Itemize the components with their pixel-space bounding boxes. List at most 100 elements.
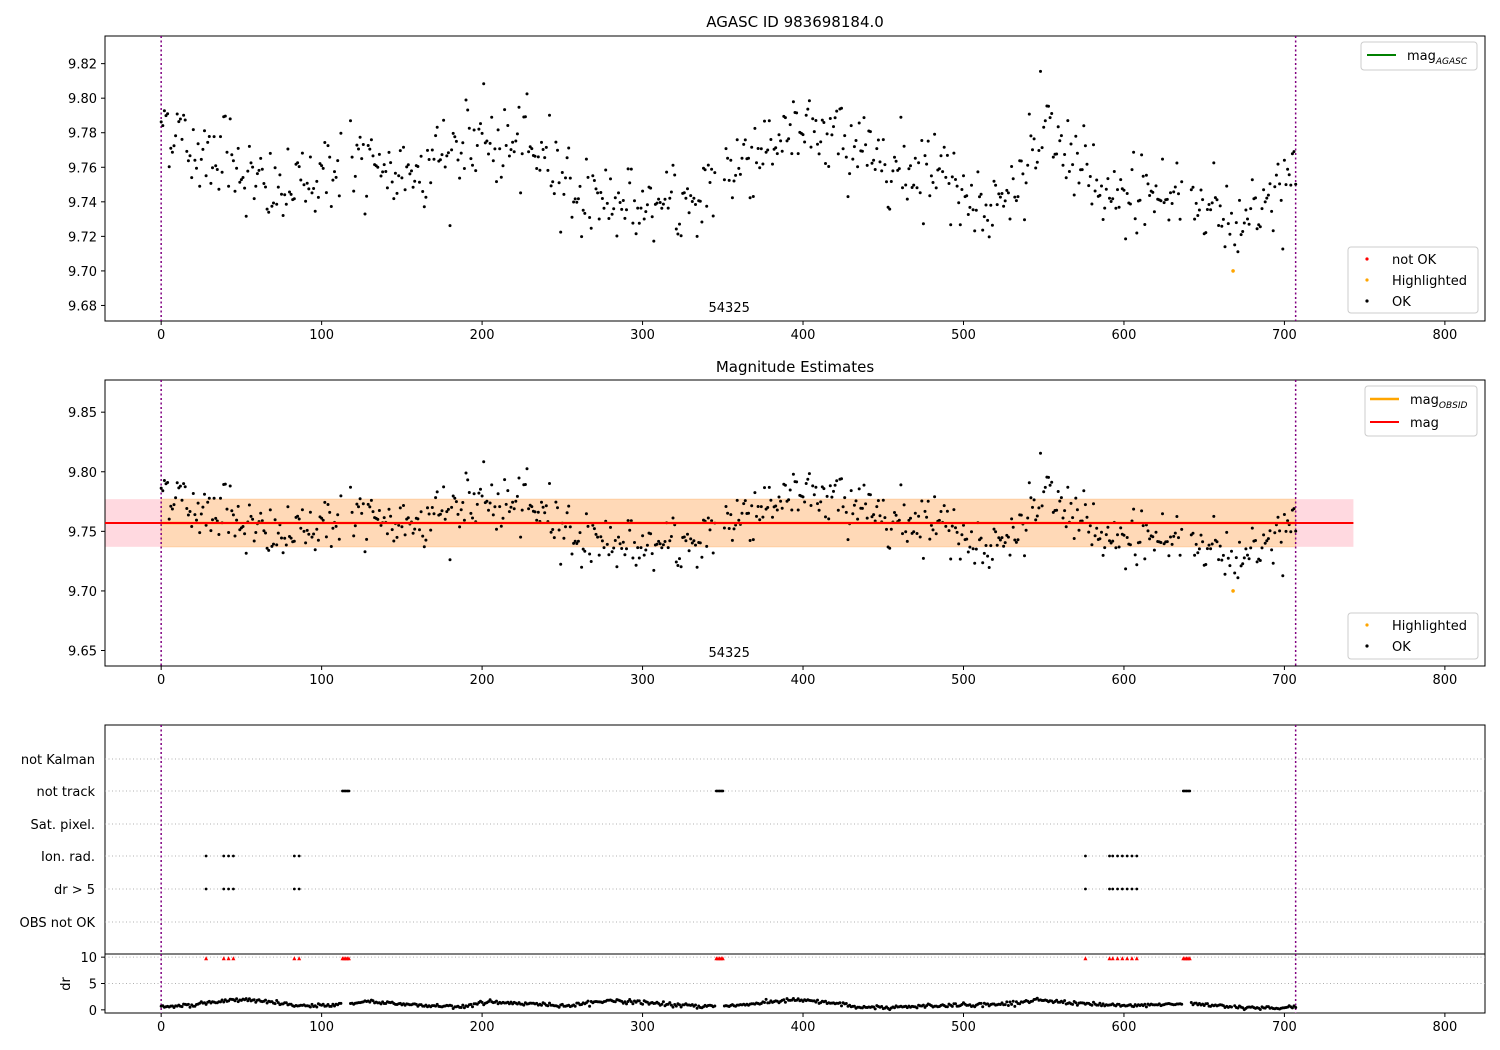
ok-point bbox=[360, 157, 364, 161]
ok-point bbox=[852, 145, 856, 149]
ok-point bbox=[230, 509, 234, 513]
ok-point bbox=[535, 518, 539, 522]
ok-point bbox=[918, 535, 922, 539]
ok-point bbox=[998, 195, 1002, 199]
ok-point bbox=[1117, 545, 1121, 549]
x-tick-label: 600 bbox=[1112, 1020, 1137, 1035]
ok-point bbox=[1159, 541, 1163, 544]
ok-point bbox=[830, 495, 834, 499]
ok-point bbox=[615, 234, 619, 238]
flag-point bbox=[721, 789, 725, 793]
ok-point bbox=[1061, 516, 1065, 520]
ok-point bbox=[564, 176, 567, 180]
dr-point bbox=[276, 1001, 280, 1005]
ok-point bbox=[804, 113, 808, 117]
ok-point bbox=[321, 166, 325, 170]
ok-point bbox=[244, 551, 248, 555]
y-tick-label: 9.72 bbox=[68, 230, 97, 245]
ok-point bbox=[835, 109, 839, 113]
ok-point bbox=[350, 510, 354, 514]
ok-point bbox=[621, 199, 625, 202]
ok-point bbox=[259, 156, 263, 160]
panel1-ok-points bbox=[159, 69, 1298, 254]
ok-point bbox=[950, 524, 954, 528]
dr-point bbox=[1010, 1002, 1014, 1006]
ok-point bbox=[791, 472, 795, 476]
dr-point bbox=[713, 1004, 717, 1008]
ok-point bbox=[1143, 557, 1147, 561]
dr-point bbox=[480, 1000, 484, 1004]
ok-point bbox=[1108, 196, 1111, 200]
ok-point bbox=[628, 528, 632, 532]
ok-point bbox=[487, 152, 490, 156]
ok-point bbox=[408, 172, 412, 176]
legend-mag-obsid-label: magOBSID bbox=[1410, 393, 1468, 411]
ok-point bbox=[735, 498, 739, 502]
ok-point bbox=[803, 140, 807, 144]
ok-point bbox=[1254, 196, 1257, 200]
ok-point bbox=[997, 536, 1001, 540]
dr-point bbox=[1035, 996, 1039, 1000]
panel2-y-ticks: 9.659.709.759.809.85 bbox=[68, 406, 105, 660]
ok-point bbox=[429, 528, 433, 532]
ok-point bbox=[326, 144, 330, 148]
ok-point bbox=[819, 140, 823, 144]
flag-point bbox=[1125, 887, 1129, 891]
dr-point bbox=[1008, 1000, 1012, 1004]
ok-point bbox=[225, 150, 229, 154]
y-tick-label: 0 bbox=[89, 1004, 97, 1019]
ok-point bbox=[1077, 181, 1081, 185]
ok-point bbox=[649, 186, 653, 190]
ok-point bbox=[1106, 177, 1110, 181]
ok-point bbox=[413, 527, 417, 531]
ok-point bbox=[498, 147, 502, 151]
ok-point bbox=[965, 537, 969, 541]
ok-point bbox=[883, 516, 887, 520]
flag-point bbox=[1135, 854, 1139, 858]
ok-point bbox=[247, 503, 251, 507]
dr-point bbox=[915, 1006, 919, 1010]
ok-point bbox=[1122, 188, 1126, 192]
ok-point bbox=[698, 199, 702, 203]
ok-point bbox=[1116, 188, 1119, 192]
ok-point bbox=[313, 548, 317, 552]
dr-point bbox=[782, 998, 786, 1002]
ok-point bbox=[204, 523, 208, 527]
flag-point bbox=[297, 854, 301, 858]
ok-point bbox=[384, 170, 388, 173]
ok-point bbox=[239, 178, 243, 182]
ok-point bbox=[186, 159, 190, 163]
legend-mag-label: mag bbox=[1410, 416, 1439, 431]
ok-point bbox=[1135, 231, 1139, 235]
ok-point bbox=[424, 538, 428, 542]
dr-point bbox=[1144, 1005, 1148, 1009]
dr-high-marker bbox=[1115, 956, 1120, 961]
ok-point bbox=[1024, 528, 1028, 532]
panel3-obs-boundaries bbox=[160, 725, 1297, 954]
dr-point bbox=[435, 1002, 439, 1006]
ok-point bbox=[1189, 188, 1193, 192]
ok-point bbox=[713, 171, 717, 175]
ok-point bbox=[1218, 204, 1222, 208]
ok-point bbox=[264, 531, 267, 535]
dr-point bbox=[631, 1002, 635, 1006]
dr-point bbox=[873, 1007, 877, 1011]
dr-point bbox=[1090, 1003, 1094, 1007]
ok-point bbox=[352, 189, 356, 193]
ok-point bbox=[276, 531, 280, 535]
dr-point bbox=[816, 998, 819, 1002]
ok-point bbox=[215, 168, 219, 171]
ok-point bbox=[280, 536, 283, 540]
dr-point bbox=[233, 999, 237, 1003]
ok-point bbox=[1085, 162, 1089, 166]
dr-point bbox=[764, 997, 768, 1001]
dr-point bbox=[844, 1002, 848, 1005]
ok-point bbox=[458, 525, 462, 529]
ok-point bbox=[331, 178, 335, 182]
ok-point bbox=[633, 199, 636, 203]
ok-point bbox=[777, 133, 781, 137]
ok-point bbox=[1169, 191, 1172, 195]
ok-point bbox=[687, 549, 691, 553]
ok-point bbox=[915, 532, 919, 535]
ok-point bbox=[1141, 174, 1145, 178]
